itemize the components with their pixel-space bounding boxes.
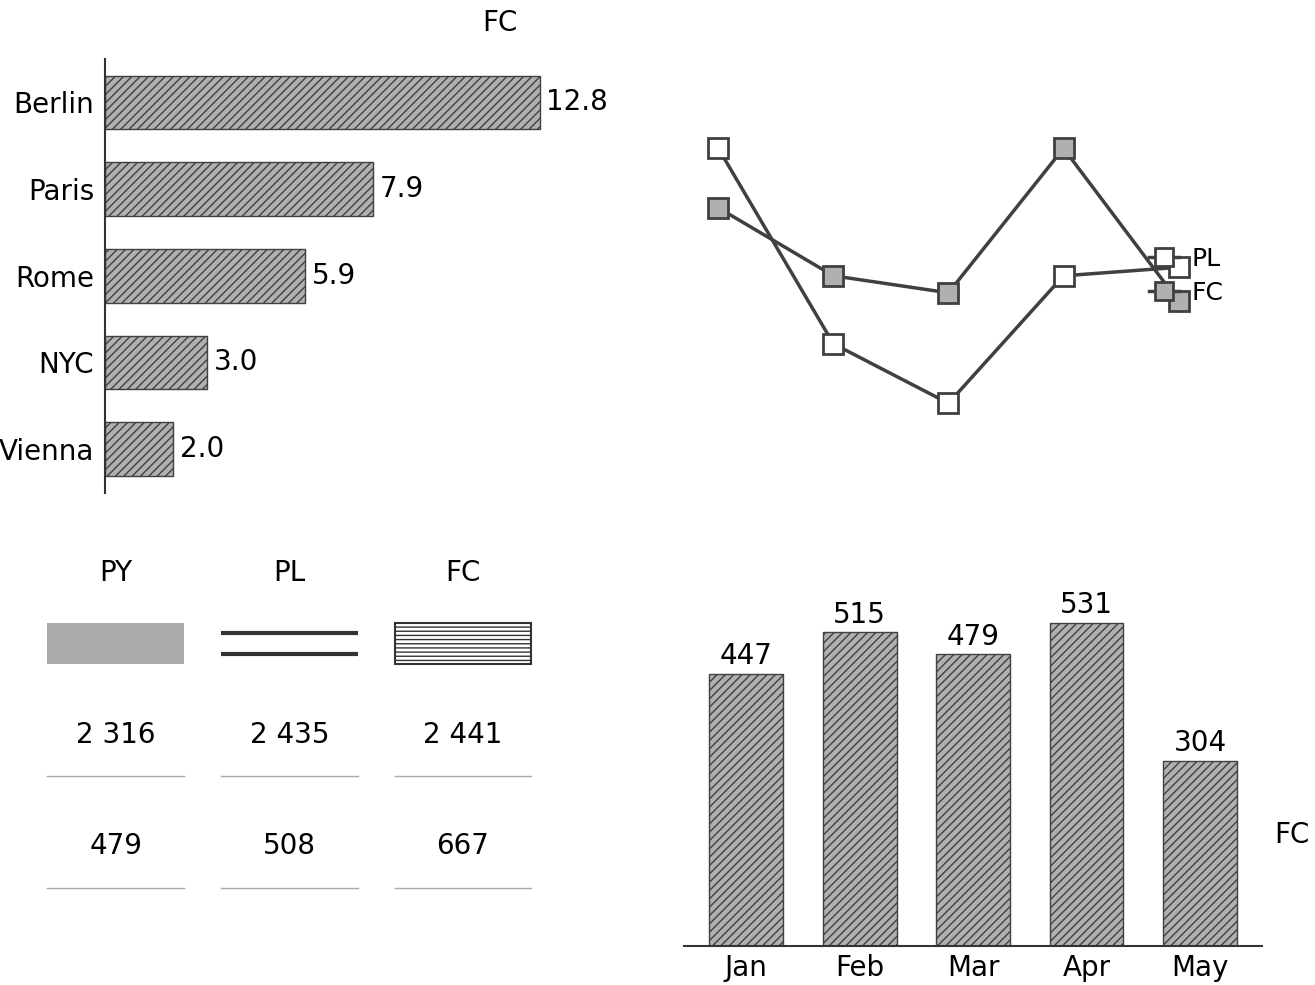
Text: 479: 479 [89, 832, 142, 860]
Text: 2 441: 2 441 [423, 721, 502, 749]
Text: 12.8: 12.8 [546, 89, 608, 116]
PL [940, 397, 956, 409]
Text: 304: 304 [1173, 729, 1227, 757]
Line: PL: PL [709, 139, 1189, 413]
Text: 667: 667 [437, 832, 489, 860]
Bar [105, 163, 373, 216]
Text: 447: 447 [719, 642, 773, 670]
Bar [709, 674, 782, 946]
Text: 479: 479 [947, 623, 999, 651]
Text: 508: 508 [263, 832, 316, 860]
FC [1170, 296, 1186, 307]
Text: FC: FC [483, 10, 517, 37]
Legend: PL, FC: PL, FC [1149, 247, 1223, 304]
Text: PL: PL [274, 559, 305, 587]
Text: 515: 515 [834, 601, 886, 628]
Bar [105, 249, 305, 302]
FC [826, 270, 842, 282]
Bar [1049, 623, 1123, 946]
FC [1056, 143, 1072, 155]
Text: 3.0: 3.0 [214, 349, 258, 376]
PL [826, 338, 842, 350]
Text: 5.9: 5.9 [312, 262, 356, 290]
Text: 531: 531 [1060, 591, 1112, 619]
PL [1056, 270, 1072, 282]
Bar [936, 654, 1010, 946]
Bar [47, 623, 184, 664]
Line: FC: FC [709, 139, 1189, 311]
Text: FC: FC [1274, 821, 1310, 849]
Bar [105, 76, 539, 129]
PL [710, 143, 726, 155]
Text: PY: PY [99, 559, 133, 587]
Text: 2.0: 2.0 [180, 435, 224, 463]
Text: 2 316: 2 316 [76, 721, 155, 749]
Text: 2 435: 2 435 [250, 721, 329, 749]
FC [710, 202, 726, 214]
Bar [1164, 760, 1237, 946]
PL [1170, 261, 1186, 273]
Bar [105, 336, 206, 389]
Bar [823, 632, 897, 946]
Text: FC: FC [446, 559, 480, 587]
Bar [105, 423, 174, 476]
Bar [394, 623, 531, 664]
Text: 7.9: 7.9 [380, 175, 425, 203]
FC [940, 287, 956, 298]
